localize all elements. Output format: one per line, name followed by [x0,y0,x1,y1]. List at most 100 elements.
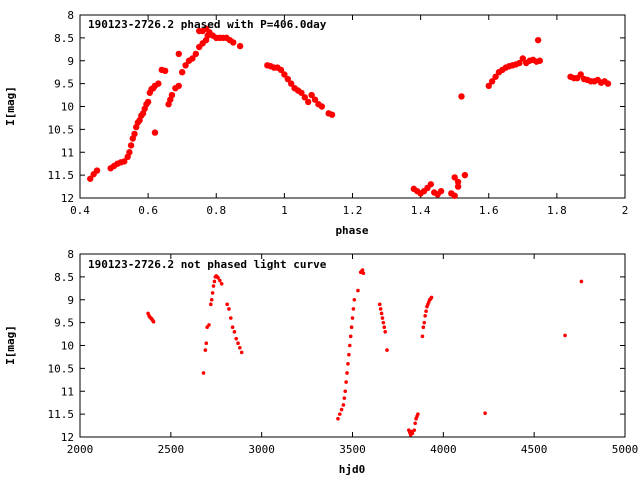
data-point [203,348,208,352]
data-point [175,50,182,58]
data-point [209,302,213,307]
data-point [579,279,584,284]
data-point [410,431,415,436]
y-tick-label: 8 [67,9,74,22]
chart-title: 190123-2726.2 not phased light curve [88,258,327,271]
data-point [336,416,340,421]
data-point [454,178,462,186]
y-tick-label: 10.5 [48,123,75,136]
data-point [380,316,385,320]
data-point [126,149,133,156]
data-point [182,62,189,69]
x-tick-label: 1.4 [411,204,431,217]
data-points [87,25,612,199]
data-point [485,82,492,90]
data-points [146,268,584,437]
y-tick-label: 10.5 [48,362,75,375]
data-point [377,302,382,307]
axis-ticks: 2000 2500 3000 3500 4000 4500 5000 8 8.5 9 9.5 10 10… [48,248,639,456]
data-point [350,316,355,320]
x-tick-label: 3500 [339,443,366,456]
data-point [483,411,487,416]
y-tick-label: 8 [67,248,74,261]
data-point [461,171,469,179]
data-point [87,175,94,182]
y-tick-label: 11.5 [48,169,75,182]
data-point [219,281,224,286]
data-point [604,80,612,87]
y-tick-label: 11.5 [48,408,75,421]
y-axis-label: I[mag] [4,325,17,365]
data-point [189,55,196,62]
data-point [93,167,101,174]
data-point [155,80,162,87]
data-point [352,297,357,302]
x-tick-label: 3000 [248,443,275,456]
data-point [301,94,309,101]
data-point [412,428,417,432]
plot-frame [79,253,626,438]
data-point [421,325,426,330]
data-point [210,291,215,295]
x-axis-label: hjd0 [339,463,366,476]
data-point [383,329,388,334]
data-point [349,325,354,330]
y-tick-label: 8.5 [54,271,74,284]
x-tick-label: 4000 [430,443,457,456]
data-point [378,307,383,311]
data-point [420,334,425,339]
data-point [427,181,435,188]
data-point [454,183,462,190]
data-point [311,96,319,103]
data-point [127,142,135,149]
data-point [227,307,231,311]
unphased-light-curve-chart: 2000 2500 3000 3500 4000 4500 5000 8 8.5 9 9.5 10 10… [4,248,638,476]
y-tick-label: 12 [61,192,74,205]
data-point [345,371,349,375]
data-point [577,71,584,78]
data-point [212,279,217,284]
data-point [347,352,351,357]
x-tick-label: 0.8 [206,204,226,217]
data-point [298,89,305,96]
data-point [339,407,344,412]
data-point [178,68,186,76]
x-tick-label: 2000 [67,443,94,456]
data-point [144,98,152,106]
data-point [343,389,348,394]
y-tick-label: 12 [61,431,74,444]
data-point [225,302,229,307]
data-point [492,73,499,80]
data-point [216,275,220,280]
data-point [451,174,458,181]
data-point [563,333,567,338]
data-point [347,343,352,348]
data-point [151,129,159,136]
chart-title: 190123-2726.2 phased with P=406.0day [88,18,327,31]
data-point [308,91,315,99]
data-point [382,325,387,330]
data-point [151,319,156,324]
data-point [379,311,384,316]
x-tick-label: 1.2 [343,204,363,217]
data-point [201,371,206,375]
data-point [287,80,295,87]
data-point [238,345,242,350]
y-tick-label: 11 [61,146,74,159]
y-tick-label: 9.5 [54,317,74,330]
data-point [305,98,312,106]
data-point [236,42,244,50]
data-point [356,288,360,293]
data-point [519,55,527,62]
data-point [360,268,365,272]
x-axis-label: phase [335,224,368,237]
data-point [175,82,182,90]
axis-ticks: 0.4 0.6 0.8 1 1.2 1.4 1.6 1.8 2 8 8.5 9 9.5 10 10.5 11 1… [48,9,629,217]
data-point [328,111,336,118]
plot-frame [79,14,626,199]
data-point [236,341,240,346]
data-point [318,103,326,110]
x-tick-label: 1.8 [547,204,567,217]
data-point [536,57,544,64]
data-point [361,271,366,276]
